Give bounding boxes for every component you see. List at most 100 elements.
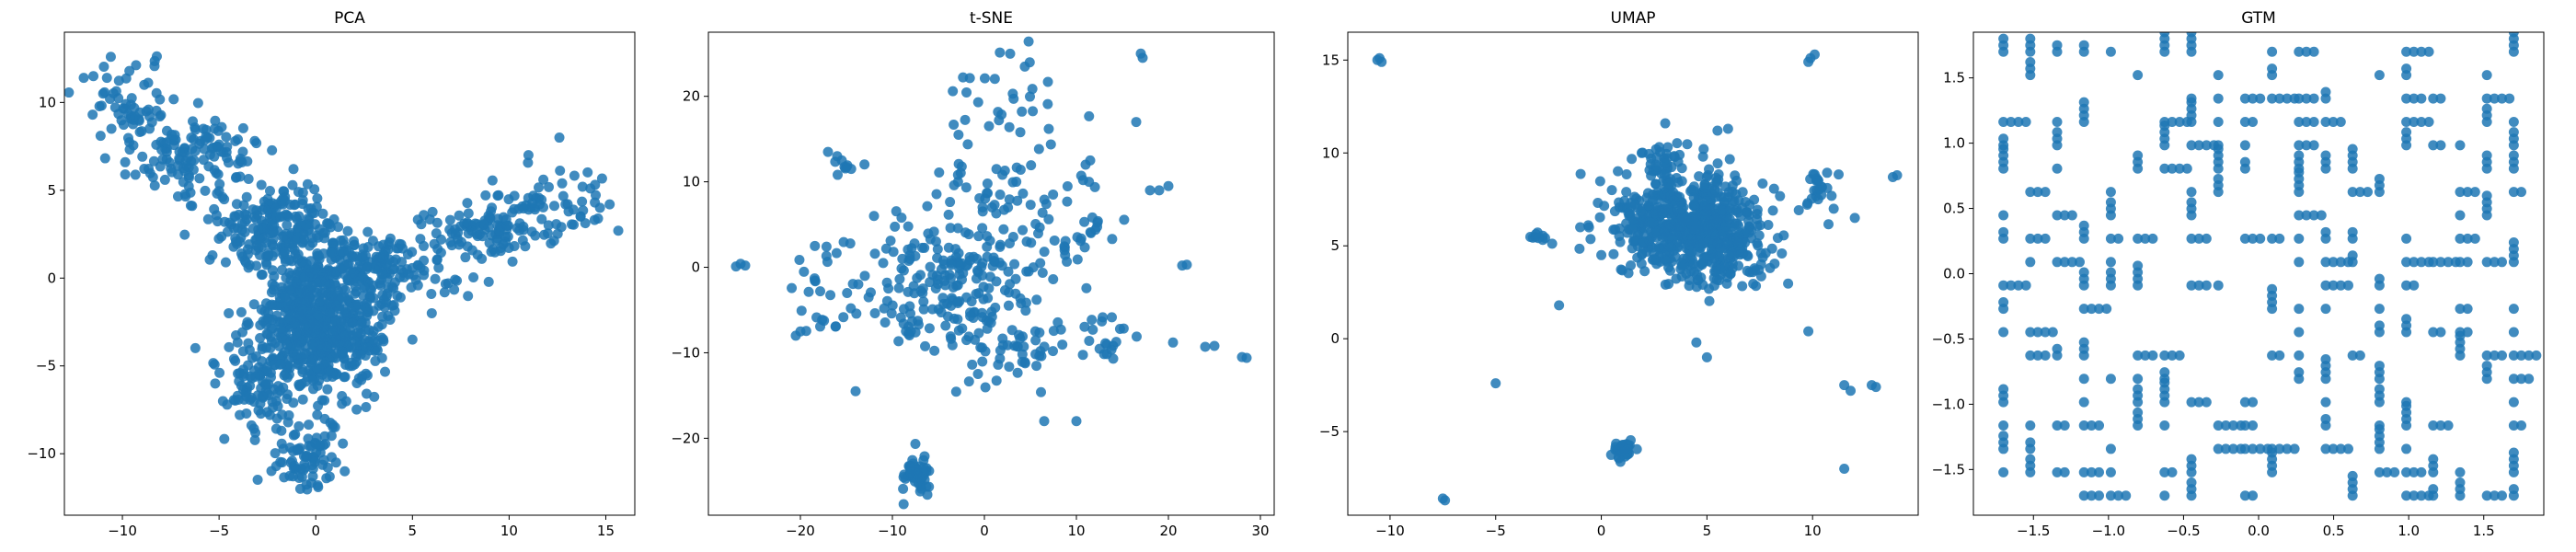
scatter-point bbox=[1697, 151, 1708, 162]
scatter-point bbox=[2416, 93, 2427, 104]
scatter-point bbox=[1803, 56, 1814, 67]
scatter-point bbox=[991, 164, 1002, 175]
scatter-point bbox=[280, 256, 291, 267]
scatter-point bbox=[2133, 70, 2144, 81]
scatter-point bbox=[1660, 118, 1671, 129]
scatter-point bbox=[930, 283, 941, 294]
y-tick-label: 0 bbox=[691, 259, 700, 276]
scatter-point bbox=[2508, 484, 2519, 495]
scatter-point bbox=[2133, 384, 2144, 395]
scatter-point bbox=[995, 239, 1006, 250]
scatter-point bbox=[276, 282, 287, 293]
scatter-point bbox=[1137, 52, 1148, 63]
scatter-point bbox=[2086, 466, 2097, 477]
scatter-point bbox=[538, 174, 549, 185]
scatter-point bbox=[1107, 234, 1118, 245]
scatter-point bbox=[1676, 270, 1687, 282]
scatter-point bbox=[2374, 273, 2385, 284]
scatter-point bbox=[2401, 443, 2412, 454]
scatter-point bbox=[2213, 116, 2224, 127]
scatter-point bbox=[2059, 210, 2070, 221]
scatter-point bbox=[815, 286, 826, 297]
scatter-point bbox=[977, 206, 988, 217]
scatter-point bbox=[1084, 110, 1095, 121]
scatter-point bbox=[1605, 449, 1616, 460]
scatter-point bbox=[1024, 57, 1035, 68]
scatter-point bbox=[493, 190, 504, 201]
scatter-point bbox=[2248, 420, 2259, 431]
scatter-point bbox=[534, 182, 545, 193]
scatter-point bbox=[130, 111, 141, 122]
scatter-point bbox=[209, 151, 220, 162]
scatter-point bbox=[2294, 304, 2305, 315]
x-tick-label: 10 bbox=[500, 523, 518, 539]
scatter-point bbox=[567, 219, 578, 230]
scatter-point bbox=[1007, 88, 1018, 99]
scatter-point bbox=[2524, 374, 2535, 385]
scatter-point bbox=[219, 433, 230, 444]
scatter-point bbox=[1037, 267, 1048, 278]
scatter-point bbox=[2201, 397, 2212, 408]
scatter-point bbox=[1727, 180, 1738, 191]
scatter-point bbox=[1752, 204, 1763, 215]
scatter-point bbox=[1100, 338, 1111, 349]
scatter-point bbox=[2040, 187, 2051, 198]
scatter-point bbox=[2462, 327, 2473, 338]
scatter-point bbox=[1768, 183, 1779, 194]
scatter-point bbox=[241, 391, 252, 402]
scatter-point bbox=[390, 254, 401, 265]
scatter-point bbox=[2294, 140, 2305, 151]
y-tick-label: 20 bbox=[683, 88, 700, 105]
scatter-point bbox=[1809, 49, 1820, 60]
scatter-point bbox=[1704, 235, 1715, 246]
scatter-point bbox=[2335, 257, 2346, 268]
scatter-point bbox=[1017, 349, 1028, 360]
scatter-point bbox=[1177, 260, 1188, 271]
scatter-point bbox=[943, 209, 954, 220]
scatter-point bbox=[1594, 176, 1605, 187]
scatter-point bbox=[2052, 40, 2063, 51]
scatter-point bbox=[1669, 152, 1680, 163]
scatter-point bbox=[1682, 139, 1693, 150]
scatter-point bbox=[977, 356, 988, 367]
scatter-point bbox=[838, 312, 849, 323]
scatter-point bbox=[297, 366, 308, 377]
scatter-point bbox=[2133, 350, 2144, 361]
scatter-point bbox=[279, 247, 290, 259]
scatter-point bbox=[252, 474, 263, 485]
scatter-point bbox=[2159, 420, 2170, 431]
x-tick-label: 0 bbox=[980, 523, 989, 539]
scatter-point bbox=[179, 229, 190, 240]
y-tick-label: 1.0 bbox=[1943, 135, 1965, 152]
scatter-point bbox=[235, 154, 246, 165]
scatter-point bbox=[1691, 337, 1702, 348]
scatter-point bbox=[1724, 154, 1735, 165]
scatter-point bbox=[1609, 206, 1620, 217]
scatter-point bbox=[976, 261, 987, 272]
scatter-point bbox=[113, 75, 124, 86]
scatter-point bbox=[306, 281, 317, 292]
scatter-point bbox=[1047, 346, 1058, 357]
scatter-point bbox=[983, 282, 995, 293]
scatter-point bbox=[891, 206, 902, 217]
scatter-point bbox=[1039, 416, 1050, 427]
scatter-point bbox=[2186, 397, 2197, 408]
scatter-point bbox=[903, 221, 914, 232]
scatter-point bbox=[1654, 142, 1665, 153]
scatter-point bbox=[2133, 407, 2144, 418]
scatter-point bbox=[263, 389, 274, 400]
scatter-point bbox=[2274, 93, 2285, 104]
scatter-point bbox=[932, 244, 943, 255]
scatter-point bbox=[330, 457, 341, 468]
scatter-point bbox=[528, 190, 539, 201]
scatter-point bbox=[1849, 213, 1860, 224]
scatter-point bbox=[319, 431, 330, 442]
scatter-point bbox=[1030, 218, 1041, 229]
scatter-point bbox=[201, 124, 212, 135]
scatter-point bbox=[2516, 350, 2527, 361]
scatter-point bbox=[924, 323, 935, 334]
scatter-point bbox=[87, 109, 98, 121]
scatter-point bbox=[210, 115, 221, 126]
scatter-point bbox=[297, 304, 308, 315]
scatter-point bbox=[989, 74, 1000, 85]
